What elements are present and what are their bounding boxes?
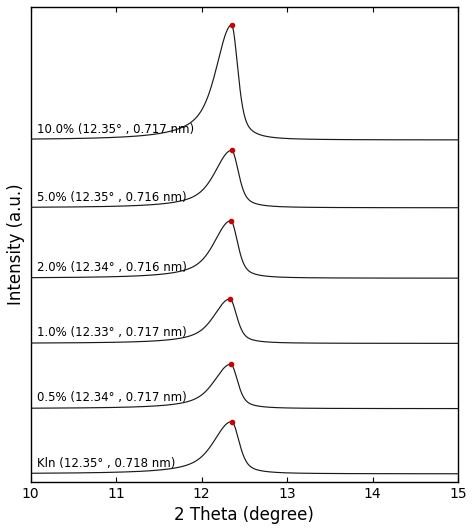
Text: 10.0% (12.35° , 0.717 nm): 10.0% (12.35° , 0.717 nm)	[37, 123, 194, 136]
Text: 1.0% (12.33° , 0.717 nm): 1.0% (12.33° , 0.717 nm)	[37, 326, 187, 339]
Text: 0.5% (12.34° , 0.717 nm): 0.5% (12.34° , 0.717 nm)	[37, 391, 187, 405]
Text: 5.0% (12.35° , 0.716 nm): 5.0% (12.35° , 0.716 nm)	[37, 191, 187, 203]
X-axis label: 2 Theta (degree): 2 Theta (degree)	[174, 506, 314, 524]
Text: Kln (12.35° , 0.718 nm): Kln (12.35° , 0.718 nm)	[37, 457, 176, 469]
Y-axis label: Intensity (a.u.): Intensity (a.u.)	[7, 184, 25, 305]
Text: 2.0% (12.34° , 0.716 nm): 2.0% (12.34° , 0.716 nm)	[37, 261, 187, 274]
